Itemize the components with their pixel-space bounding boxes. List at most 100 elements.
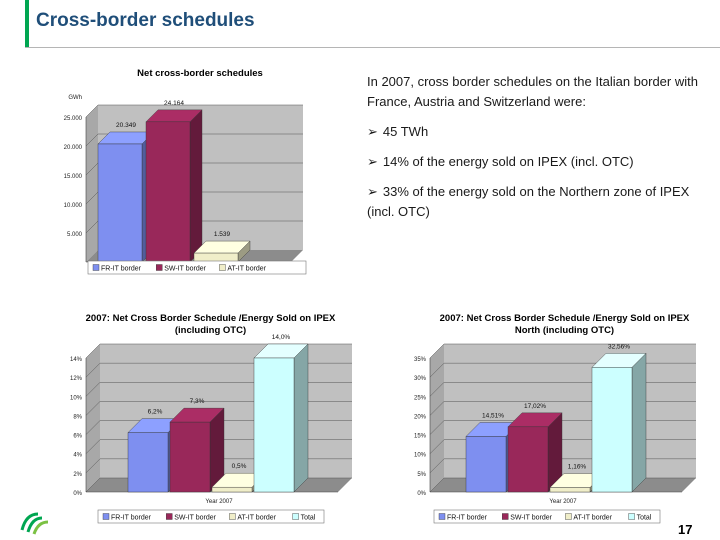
- gridline-slant: [85, 382, 101, 397]
- data-label: 14,51%: [482, 412, 504, 419]
- legend-label: Total: [301, 515, 316, 522]
- gridline-slant: [429, 362, 445, 378]
- bar-sw-it-border: [145, 109, 203, 263]
- y-tick-label: 12%: [70, 376, 83, 382]
- chart-svg: Net cross-border schedules 5.000 10.000 15.…: [64, 68, 307, 275]
- data-label: 24.164: [164, 100, 184, 107]
- bar-front: [465, 436, 507, 493]
- gridline-slant: [85, 104, 99, 118]
- y-tick-label: 0%: [417, 491, 426, 497]
- slide-title: Cross-border schedules: [36, 10, 255, 31]
- legend-label: FR-IT border: [447, 515, 488, 522]
- gridline-slant: [85, 191, 99, 205]
- chart-title-line: 2007: Net Cross Border Schedule /Energy …: [86, 313, 336, 324]
- plot-side-wall: [430, 344, 444, 492]
- bar-front: [169, 421, 211, 493]
- plot-side-wall: [86, 344, 100, 492]
- gridline-slant: [85, 477, 101, 493]
- bar-fr-it-border: [97, 131, 155, 263]
- y-tick-label: 25%: [414, 395, 427, 401]
- plot-side-wall: [86, 105, 98, 262]
- bar-sw-it-border: [169, 407, 225, 493]
- legend-swatch: [292, 513, 299, 520]
- chart-legend: FR-IT border SW-IT border AT-IT border: [87, 260, 307, 275]
- legend-swatch: [628, 513, 635, 520]
- bar-at-it-border: [193, 240, 251, 263]
- bar-front: [253, 357, 295, 493]
- y-tick-label: 14%: [70, 357, 83, 363]
- bar-front: [211, 487, 253, 493]
- legend-label: AT-IT border: [227, 266, 266, 273]
- y-tick-label: 0%: [73, 491, 82, 497]
- y-tick-label: 4%: [73, 453, 82, 459]
- data-label: 14,0%: [272, 334, 291, 341]
- bar-front: [591, 367, 633, 493]
- legend-label: SW-IT border: [164, 266, 206, 273]
- gridline-slant: [85, 133, 99, 147]
- bullet-item-1: ➢ 45 TWh: [367, 124, 429, 139]
- gridline-slant: [85, 439, 101, 454]
- bullet-item-3: ➢ 33% of the energy sold on the Northern …: [367, 184, 690, 219]
- legend-swatch: [219, 264, 226, 271]
- bar-total: [591, 352, 647, 493]
- bullet-text-block: In 2007, cross border schedules on the I…: [367, 72, 712, 232]
- bar-side: [189, 109, 203, 263]
- bar-side: [631, 352, 647, 493]
- chart-title-line: Net cross-border schedules: [137, 68, 263, 79]
- data-label: 1,16%: [568, 464, 587, 471]
- arrow-bullet-icon: ➢: [367, 184, 378, 199]
- legend-label: AT-IT border: [237, 515, 276, 522]
- gridline-slant: [429, 439, 445, 454]
- gridline-slant: [85, 420, 101, 435]
- legend-label: FR-IT border: [101, 266, 142, 273]
- legend-label: FR-IT border: [111, 515, 152, 522]
- company-logo-icon: [20, 512, 49, 535]
- y-axis-label: GWh: [68, 95, 82, 101]
- legend-swatch: [565, 513, 572, 520]
- data-label: 0,5%: [232, 463, 247, 470]
- chart-legend: FR-IT border SW-IT border AT-IT border Tota…: [433, 509, 661, 524]
- arrow-bullet-icon: ➢: [367, 124, 378, 139]
- gridline-slant: [429, 382, 445, 397]
- gridline-slant: [429, 458, 445, 474]
- legend-swatch: [229, 513, 236, 520]
- gridline-slant: [85, 401, 101, 416]
- legend-box: [433, 509, 661, 524]
- legend-label: SW-IT border: [510, 515, 552, 522]
- gridline-slant: [429, 343, 445, 359]
- y-tick-label: 10.000: [64, 203, 83, 209]
- legend-swatch: [92, 264, 100, 271]
- gridline-slant: [429, 477, 445, 493]
- legend-swatch: [102, 513, 110, 520]
- legend-swatch: [438, 513, 446, 520]
- title-divider: [25, 47, 720, 48]
- bar-front: [127, 432, 169, 493]
- bar-front: [97, 143, 143, 263]
- chart-title-line: (including OTC): [175, 325, 246, 336]
- bar-total: [253, 343, 309, 493]
- legend-swatch: [155, 264, 163, 271]
- bar-side: [293, 343, 309, 493]
- legend-label: SW-IT border: [174, 515, 216, 522]
- y-tick-label: 25.000: [64, 116, 83, 122]
- chart-net-cross-border-schedules: Net cross-border schedules 5.000 10.000 15.…: [58, 64, 318, 284]
- y-tick-label: 20%: [414, 414, 427, 420]
- legend-box: [87, 260, 307, 275]
- gridline-slant: [85, 362, 101, 378]
- legend-label: AT-IT border: [573, 515, 612, 522]
- x-axis-label: Year 2007: [549, 499, 577, 505]
- data-label: 20.349: [116, 122, 136, 129]
- y-tick-label: 2%: [73, 472, 82, 478]
- bar-sw-it-border: [507, 412, 563, 493]
- gridline-slant: [429, 420, 445, 435]
- y-tick-label: 10%: [414, 453, 427, 459]
- data-label: 32,56%: [608, 343, 630, 350]
- page-number: 17: [678, 522, 693, 537]
- intro-paragraph: In 2007, cross border schedules on the I…: [367, 74, 698, 109]
- chart-svg: 2007: Net Cross Border Schedule /Energy …: [70, 313, 352, 524]
- chart-ipex-north-share: 2007: Net Cross Border Schedule /Energy …: [402, 306, 707, 528]
- y-tick-label: 10%: [70, 395, 83, 401]
- bar-front: [549, 487, 591, 493]
- chart-ipex-share: 2007: Net Cross Border Schedule /Energy …: [58, 306, 363, 528]
- x-axis-label: Year 2007: [205, 499, 233, 505]
